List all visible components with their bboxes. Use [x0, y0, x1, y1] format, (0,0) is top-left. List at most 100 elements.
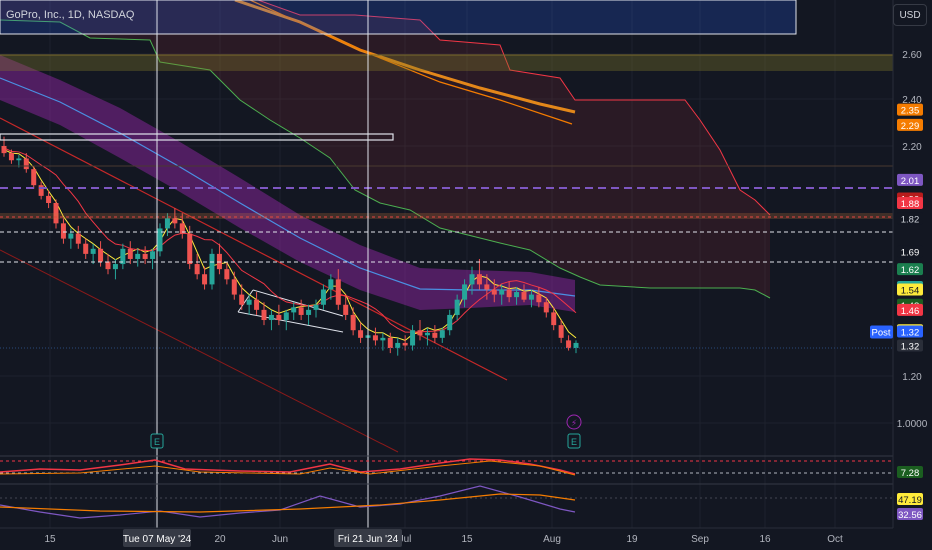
wedge-lower: [237, 311, 344, 333]
post-value: 1.32: [901, 327, 920, 338]
zone-rect-white: [0, 133, 394, 141]
candle-body: [90, 248, 96, 254]
candle-body: [60, 223, 66, 239]
candle-body: [298, 307, 304, 315]
candle-body: [395, 342, 401, 349]
time-scale: [0, 528, 932, 550]
symbol-title[interactable]: GoPro, Inc., 1D, NASDAQ: [6, 9, 135, 21]
currency-button[interactable]: USD: [893, 4, 927, 26]
earnings-letter: E: [154, 437, 160, 447]
crosshair-date-box: [123, 529, 191, 547]
price-label-box: [897, 118, 923, 131]
candle-body: [142, 253, 148, 259]
candle-body: [135, 253, 141, 259]
price-label-box: [897, 303, 923, 316]
candle-body: [402, 342, 408, 346]
candle-body: [306, 309, 312, 315]
price-label: 2.29: [901, 121, 920, 132]
candle-body: [358, 330, 364, 338]
candle-body: [8, 153, 14, 161]
candle-body: [53, 203, 59, 224]
candle-body: [164, 218, 170, 229]
candle-body: [187, 233, 193, 265]
candle-body: [380, 337, 386, 341]
ind2-label-2: 32.56: [898, 510, 922, 521]
candle-body: [209, 253, 215, 285]
red-trendline-2: [0, 249, 399, 453]
ind1-line-2: [0, 460, 576, 476]
y-tick-label: 2.20: [902, 142, 922, 153]
cloud-top-line: [256, 0, 771, 216]
crosshair-date-label: Fri 21 Jun '24: [338, 534, 399, 545]
x-tick-label: Sep: [691, 534, 709, 545]
y-tick-label: 2.40: [902, 95, 922, 106]
candle-body: [372, 335, 378, 341]
candle-body: [491, 289, 497, 295]
y-tick-label: 1.0000: [897, 419, 928, 430]
post-value-box: [897, 325, 923, 338]
candle-body: [528, 294, 534, 300]
y-tick-label: 2.60: [902, 50, 922, 61]
candle-body: [350, 314, 356, 331]
candle-body: [558, 325, 564, 338]
x-tick-label: Jul: [399, 534, 412, 545]
purple-band: [0, 55, 575, 312]
ind2-line-ma: [0, 493, 576, 513]
zone-thin: [0, 213, 893, 219]
candle-body: [16, 158, 22, 161]
price-label: 1.88: [901, 199, 920, 210]
price-label-box: [897, 212, 923, 225]
candle-body: [543, 302, 549, 313]
candle-body: [417, 330, 423, 336]
wedge-left: [237, 289, 254, 313]
candle-body: [469, 274, 475, 285]
candle-body: [276, 314, 282, 321]
price-label-box: [897, 173, 923, 186]
price-label: 1.62: [901, 265, 920, 276]
cloud-bottom-line: [0, 19, 771, 299]
candle-body: [202, 274, 208, 285]
candle-body: [157, 228, 163, 252]
ind2-label-box-1: [897, 493, 923, 505]
candle-body: [536, 294, 542, 303]
candle-body: [105, 261, 111, 270]
candle-body: [261, 309, 267, 321]
x-tick-label: 19: [626, 534, 638, 545]
candle-body: [439, 330, 445, 338]
candle-body: [179, 223, 185, 234]
candle-body: [246, 299, 252, 305]
price-label: 2.01: [901, 176, 920, 187]
price-label-box: [897, 283, 923, 296]
candle-body: [172, 218, 178, 224]
band-mid-line: [0, 77, 576, 297]
price-label: 1.32: [901, 341, 920, 352]
price-label: 1.82: [901, 214, 920, 225]
post-label: Post: [871, 327, 890, 338]
ind1-label-box: [897, 466, 923, 478]
candle-body: [566, 340, 572, 349]
candle-body: [335, 279, 341, 305]
dividend-icon: [566, 414, 582, 430]
red-trendline-1: [0, 117, 508, 381]
earnings-marker: [150, 433, 164, 449]
candle-body: [23, 158, 29, 170]
candle-body: [573, 342, 579, 349]
candle-body: [224, 269, 230, 280]
candle-body: [231, 279, 237, 295]
x-tick-label: 15: [44, 534, 56, 545]
candle-body: [328, 279, 334, 290]
candle-body: [83, 243, 89, 254]
candle-body: [254, 299, 260, 310]
candle-body: [387, 337, 393, 349]
candle-body: [75, 233, 81, 244]
earnings-letter: E: [571, 437, 577, 447]
candle-body: [120, 248, 126, 265]
y-tick-label: 1.20: [902, 372, 922, 383]
ma-slow: [3, 147, 577, 333]
price-label: 1.69: [901, 247, 920, 258]
crosshair-date-label: Tue 07 May '24: [123, 534, 192, 545]
candle-body: [514, 292, 520, 298]
candle-body: [68, 233, 74, 239]
candle-body: [150, 251, 156, 259]
